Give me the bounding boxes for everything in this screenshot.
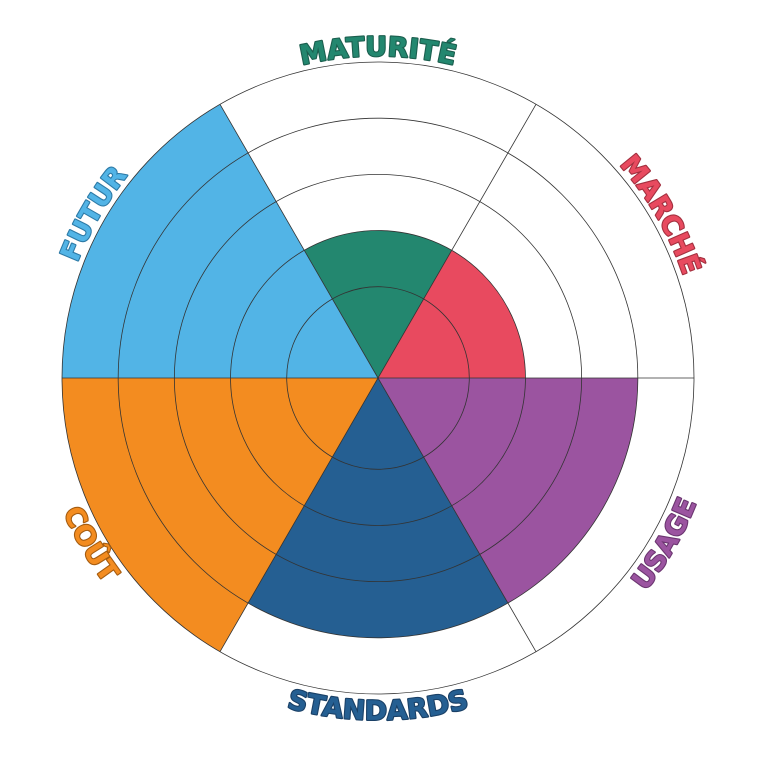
- category-label: MATURITÉ: [297, 32, 459, 72]
- wedge: [378, 250, 526, 378]
- category-label: COÛT: [57, 502, 125, 588]
- spoke: [377, 377, 537, 652]
- wedge: [62, 378, 378, 652]
- spoke: [219, 104, 379, 379]
- wedge: [248, 378, 508, 638]
- category-label: USAGE: [626, 493, 703, 595]
- spoke: [377, 104, 537, 379]
- category-label: STANDARDS: [285, 684, 472, 727]
- wedge: [304, 230, 452, 378]
- category-label-text: COÛT: [56, 501, 126, 590]
- category-label-text: MATURITÉ: [296, 31, 461, 73]
- spoke: [219, 377, 379, 652]
- category-label-text: MARCHÉ: [613, 148, 708, 279]
- category-label-text: USAGE: [625, 492, 704, 597]
- category-label: MARCHÉ: [614, 149, 707, 278]
- wedge: [378, 378, 638, 604]
- wedge: [62, 104, 378, 379]
- category-label-text: STANDARDS: [284, 683, 473, 728]
